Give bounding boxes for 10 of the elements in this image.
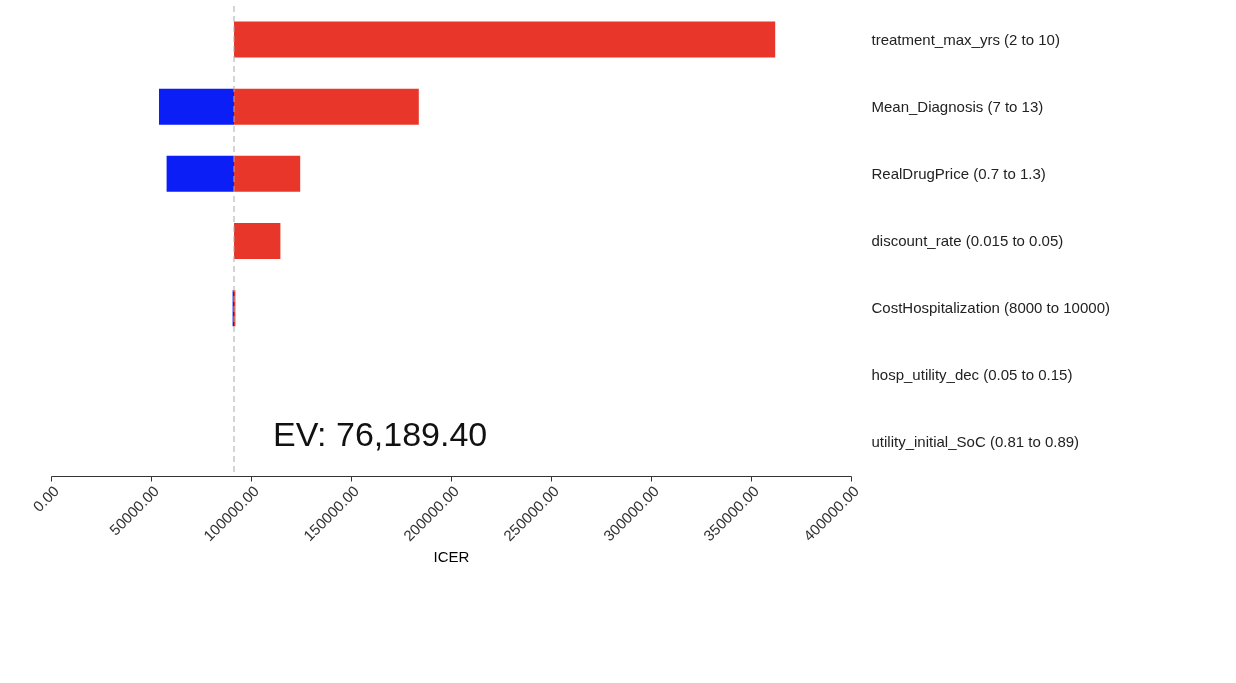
y-tick-label: discount_rate (0.015 to 0.05) xyxy=(871,232,1064,249)
y-tick-label: treatment_max_yrs (2 to 10) xyxy=(871,30,1060,48)
x-axis-title: ICER xyxy=(433,548,470,566)
x-tick-label: 0.00 xyxy=(29,482,63,515)
y-tick-label: CostHospitalization (8000 to 10000) xyxy=(871,299,1110,317)
annotation: EV: 76,189.40 xyxy=(273,415,488,453)
y-tick-label: utility_initial_SoC (0.81 to 0.89) xyxy=(871,433,1080,451)
y-tick-label: hosp_utility_dec (0.05 to 0.15) xyxy=(871,366,1073,384)
y-tick-label: Mean_Diagnosis (7 to 13) xyxy=(871,97,1044,115)
y-tick-label: RealDrugPrice (0.7 to 1.3) xyxy=(871,164,1046,182)
